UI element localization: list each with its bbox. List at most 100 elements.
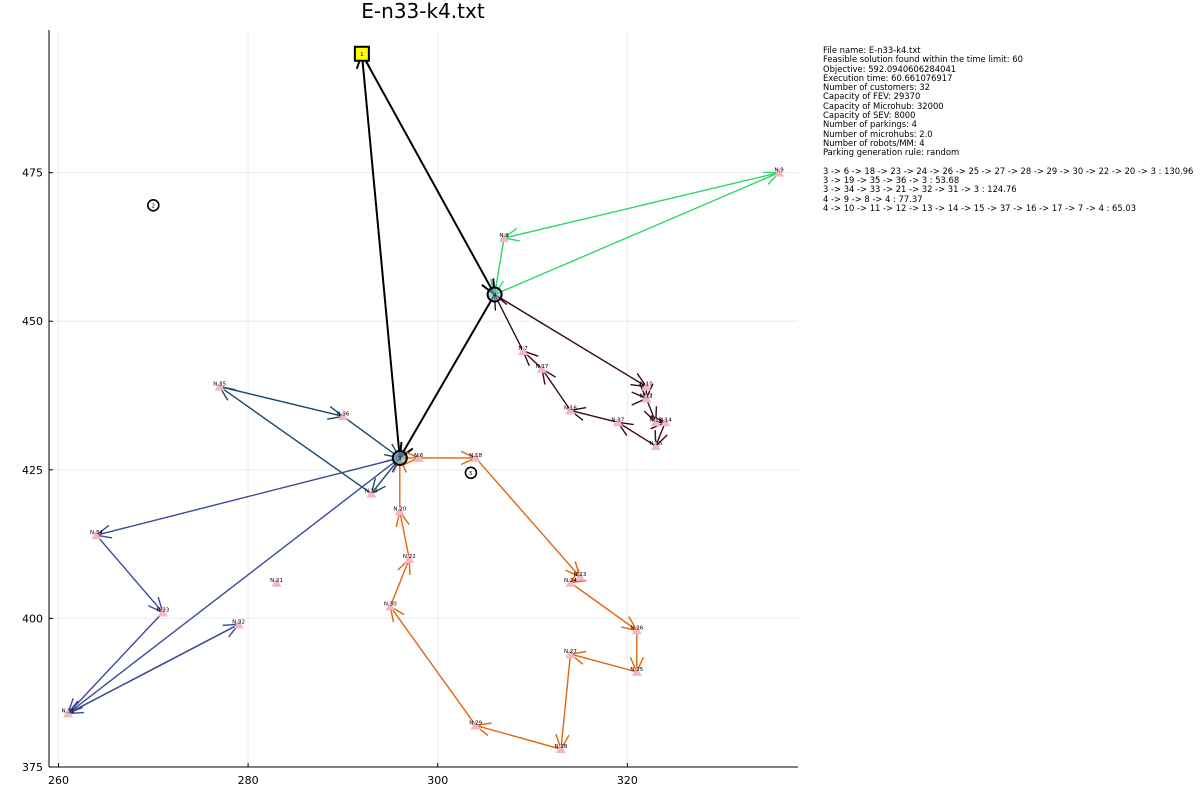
microhub-label: 3 [398, 456, 402, 462]
customer-label: N.15 [649, 441, 662, 447]
customer-marker [565, 405, 576, 415]
customer-label: N.12 [640, 394, 653, 400]
customer-marker [233, 619, 244, 629]
route-segment [493, 294, 524, 352]
microhub-label: 4 [493, 292, 497, 298]
parking-label: 5 [469, 471, 473, 477]
customer-label: N.32 [232, 619, 245, 625]
customer-label: N.31 [62, 709, 75, 715]
customer-label: N.7 [518, 346, 528, 352]
route-segment [570, 582, 638, 631]
customer-label: N.35 [213, 382, 226, 388]
depot-marker [353, 45, 370, 62]
route-plot: E-n33-k4.txt 260 280 300 320375400425450475… [22, 0, 798, 787]
depot-label: 1 [360, 52, 364, 58]
route-segment [96, 457, 400, 536]
route-segment [570, 409, 619, 423]
info-line: Execution time: 60.661076917 [823, 72, 953, 83]
customer-label: N.33 [156, 607, 169, 613]
customer-label: N.37 [611, 417, 624, 423]
info-line: Number of robots/MM: 4 [823, 137, 925, 148]
customer-marker [413, 452, 424, 462]
info-line: Number of microhubs: 2.0 [823, 128, 933, 139]
customer-label: N.13 [649, 417, 662, 423]
customer-label: N.28 [555, 744, 568, 750]
route-segment [360, 53, 401, 459]
info-line: 4 -> 10 -> 11 -> 12 -> 13 -> 14 -> 15 ->… [823, 203, 1137, 214]
info-line: Capacity of SEV: 8000 [823, 110, 916, 121]
customer-label: N.6 [414, 453, 424, 459]
route-segment [560, 654, 572, 750]
customer-marker [499, 233, 510, 243]
customer-marker [366, 488, 377, 498]
route-segment [475, 457, 581, 578]
route-segment [67, 611, 164, 714]
customer-label: N.18 [469, 453, 482, 459]
y-tick-label: 425 [22, 464, 43, 477]
customer-label: N.29 [469, 720, 482, 726]
customer-marker [641, 381, 652, 391]
customer-label: N.30 [384, 602, 397, 608]
route-segment [541, 368, 572, 411]
customer-label: N.26 [630, 625, 643, 631]
customer-marker [518, 345, 529, 355]
customer-label: N.22 [403, 554, 416, 560]
route-segment [389, 606, 477, 726]
customer-label: N.9 [774, 168, 784, 174]
customer-marker [91, 530, 102, 540]
customer-marker [271, 577, 282, 587]
customer-marker [537, 363, 548, 373]
customer-label: N.23 [573, 572, 586, 578]
customer-label: N.25 [630, 667, 643, 673]
customer-label: N.21 [270, 578, 283, 584]
microhub-marker [486, 286, 503, 303]
info-line: Objective: 592.0940606284041 [823, 63, 957, 74]
route-segment [67, 457, 401, 715]
info-line: Parking generation rule: random [823, 147, 960, 158]
x-tick-label: 320 [617, 774, 638, 787]
customer-marker [470, 720, 481, 730]
info-line: 4 -> 9 -> 8 -> 4 : 77.37 [823, 193, 923, 204]
chart-title: E-n33-k4.txt [361, 0, 485, 23]
info-line: 3 -> 6 -> 18 -> 23 -> 24 -> 26 -> 25 -> … [823, 165, 1194, 176]
x-tick-label: 300 [427, 774, 448, 787]
customer-label: N.10 [640, 382, 653, 388]
y-tick-label: 475 [22, 167, 43, 180]
y-tick-label: 400 [22, 612, 43, 625]
customer-marker [157, 607, 168, 617]
route-segment [360, 53, 496, 295]
info-line: Feasible solution found within the time … [823, 54, 1023, 65]
route-segment [219, 386, 372, 495]
customer-marker [62, 708, 73, 718]
info-line: Capacity of FEV: 29370 [823, 91, 921, 102]
customer-marker [565, 577, 576, 587]
customer-label: N.16 [564, 405, 577, 411]
customer-marker [214, 381, 225, 391]
routes [66, 51, 781, 751]
customer-marker [565, 649, 576, 659]
route-segment [219, 385, 344, 418]
info-line: File name: E-n33-k4.txt [823, 45, 921, 55]
customer-label: N.8 [499, 233, 509, 239]
route-segment [475, 724, 562, 750]
route-segment [503, 171, 780, 239]
customer-label: N.14 [659, 417, 672, 423]
customer-marker [385, 601, 396, 611]
microhub-marker [391, 449, 408, 466]
customer-marker [404, 553, 415, 563]
info-line: 3 -> 19 -> 35 -> 36 -> 3 : 53.68 [823, 175, 960, 186]
parking-label: 2 [152, 203, 156, 209]
customer-marker [650, 441, 661, 451]
customer-marker [774, 167, 785, 177]
customer-label: N.27 [564, 649, 577, 655]
route-segment [617, 421, 657, 447]
parking-marker [146, 199, 160, 212]
customer-label: N.34 [90, 530, 103, 536]
customer-marker [650, 417, 661, 427]
customer-marker [470, 452, 481, 462]
route-segment [342, 415, 401, 459]
x-tick-label: 280 [238, 774, 259, 787]
route-segment [399, 511, 410, 560]
route-segment [95, 534, 164, 613]
customer-marker [631, 625, 642, 635]
